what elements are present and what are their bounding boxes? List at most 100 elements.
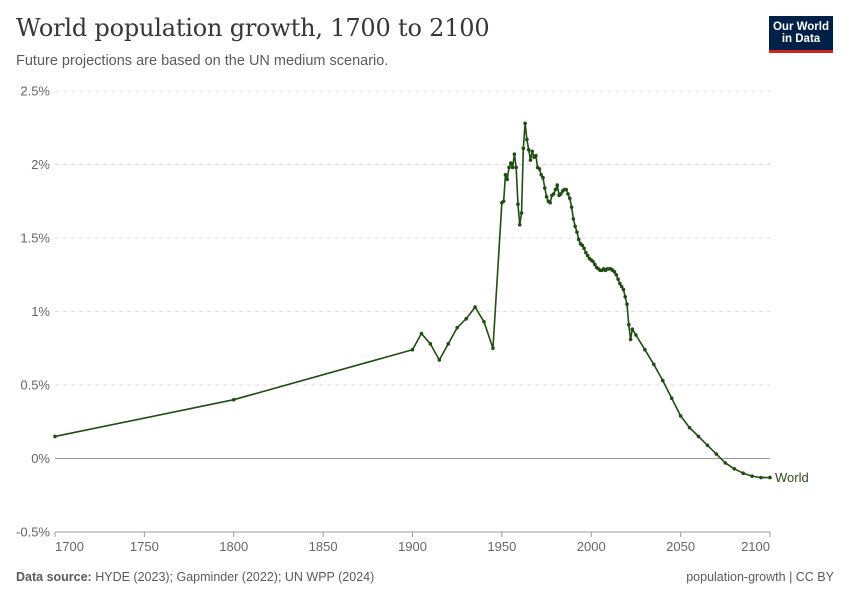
y-tick-label: 2.5% (20, 84, 50, 99)
data-point[interactable] (53, 434, 57, 439)
data-point[interactable] (741, 471, 745, 476)
y-tick-label: 0.5% (20, 378, 50, 393)
data-point[interactable] (517, 222, 522, 227)
data-point[interactable] (584, 250, 588, 255)
data-point[interactable] (514, 165, 518, 170)
data-point[interactable] (621, 287, 626, 292)
data-point[interactable] (548, 200, 552, 205)
data-point[interactable] (705, 443, 710, 448)
gridlines (55, 90, 770, 533)
data-point[interactable] (505, 177, 510, 181)
x-tick-label: 1700 (55, 539, 84, 554)
data-point[interactable] (678, 414, 683, 418)
data-point[interactable] (519, 211, 524, 215)
data-point[interactable] (612, 270, 617, 274)
x-tick-label: 1800 (219, 539, 248, 554)
data-point[interactable] (573, 224, 577, 229)
data-point[interactable] (542, 186, 547, 190)
y-tick-label: 1.5% (20, 231, 50, 246)
data-point[interactable] (509, 161, 513, 165)
data-point[interactable] (521, 146, 526, 151)
data-point[interactable] (446, 342, 451, 346)
data-point[interactable] (523, 121, 527, 126)
owid-logo[interactable]: Our World in Data (769, 16, 833, 53)
data-point[interactable] (575, 230, 579, 234)
data-point[interactable] (541, 175, 545, 180)
data-point[interactable] (564, 187, 569, 192)
chart-title: World population growth, 1700 to 2100 (16, 14, 490, 42)
data-point[interactable] (559, 192, 563, 196)
data-point[interactable] (419, 331, 424, 336)
data-point[interactable] (503, 172, 508, 177)
data-point[interactable] (473, 305, 477, 309)
data-point[interactable] (696, 434, 701, 439)
data-point[interactable] (437, 358, 442, 362)
data-point[interactable] (652, 362, 656, 367)
data-point[interactable] (464, 317, 468, 321)
data-point[interactable] (569, 205, 574, 209)
x-tick-label: 2050 (666, 539, 695, 554)
series-world[interactable]: World (53, 121, 809, 486)
data-point[interactable] (530, 149, 535, 154)
data-point[interactable] (616, 277, 620, 281)
data-point[interactable] (491, 346, 495, 351)
data-point[interactable] (618, 281, 622, 286)
data-point[interactable] (768, 475, 772, 480)
data-point[interactable] (580, 243, 585, 248)
data-point[interactable] (555, 183, 560, 187)
data-point[interactable] (528, 158, 533, 162)
data-point[interactable] (625, 302, 629, 306)
y-tick-label: 1% (31, 304, 50, 319)
data-point[interactable] (544, 195, 549, 199)
data-point[interactable] (687, 425, 692, 430)
data-point[interactable] (623, 295, 628, 299)
chart-subtitle: Future projections are based on the UN m… (16, 53, 389, 69)
data-point[interactable] (512, 152, 517, 157)
data-point[interactable] (582, 246, 586, 251)
data-point[interactable] (410, 347, 415, 352)
data-point[interactable] (516, 202, 520, 206)
data-point[interactable] (526, 148, 531, 152)
data-point[interactable] (669, 396, 674, 401)
data-point[interactable] (732, 466, 737, 471)
data-point[interactable] (525, 137, 529, 142)
series-label-world[interactable]: World (775, 470, 809, 485)
data-point[interactable] (585, 253, 590, 258)
data-point[interactable] (553, 187, 558, 192)
data-point[interactable] (571, 217, 576, 221)
data-point[interactable] (593, 262, 597, 267)
data-point[interactable] (634, 333, 638, 337)
logo-line-1: Our World (772, 21, 829, 33)
data-point[interactable] (723, 461, 728, 465)
data-point[interactable] (551, 192, 556, 196)
data-point[interactable] (539, 172, 543, 177)
data-point[interactable] (714, 452, 719, 456)
data-point[interactable] (619, 284, 624, 289)
data-point[interactable] (507, 165, 511, 170)
data-point[interactable] (537, 167, 542, 171)
data-point[interactable] (660, 378, 665, 383)
data-point[interactable] (643, 347, 647, 352)
data-point[interactable] (628, 337, 633, 342)
data-point[interactable] (510, 165, 515, 170)
data-point[interactable] (568, 196, 572, 201)
data-point[interactable] (576, 237, 581, 242)
data-point[interactable] (482, 319, 486, 324)
data-point[interactable] (501, 199, 506, 204)
y-tick-label: 0% (31, 451, 50, 466)
data-point[interactable] (566, 192, 570, 196)
data-point[interactable] (759, 475, 763, 480)
data-point[interactable] (428, 342, 433, 346)
data-point[interactable] (534, 153, 538, 158)
data-point[interactable] (630, 327, 635, 331)
data-point[interactable] (750, 474, 754, 478)
series-line-world[interactable] (54, 122, 770, 479)
y-tick-label: 2% (31, 157, 50, 172)
data-point[interactable] (455, 325, 459, 330)
data-point[interactable] (231, 397, 236, 402)
data-point[interactable] (626, 322, 631, 327)
chart-license[interactable]: population-growth | CC BY (686, 570, 834, 584)
data-point[interactable] (591, 259, 595, 264)
axes: -0.5% 0% 0.5% 1% 1.5% 2% 2.5% 1700 1750 1800 1850 1… (16, 84, 771, 554)
data-point[interactable] (614, 272, 619, 277)
